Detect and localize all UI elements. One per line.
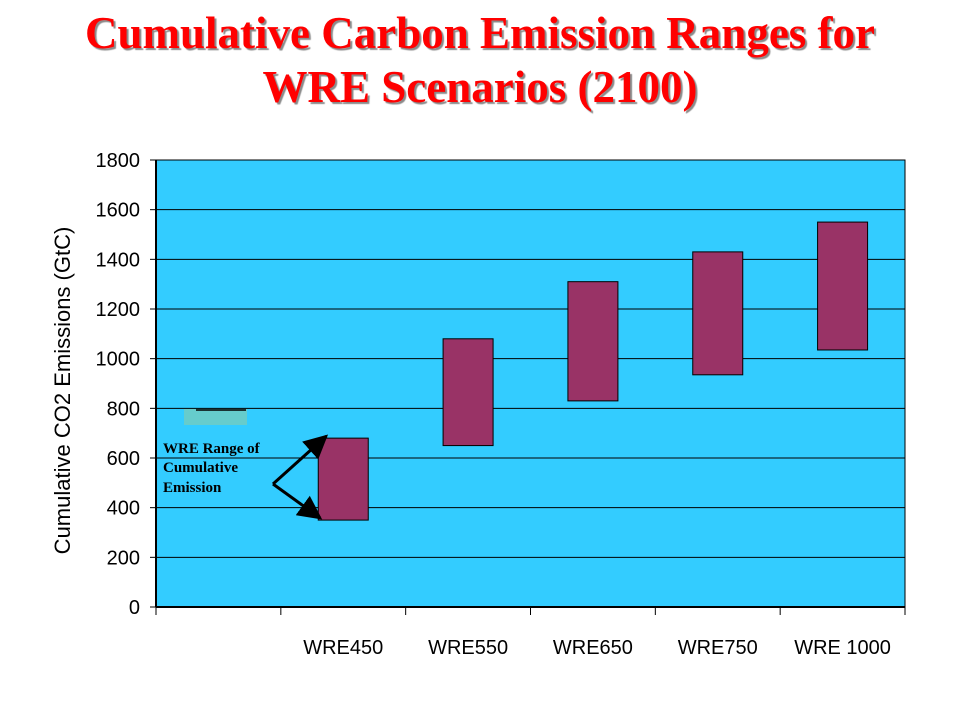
annotation-line-2: Cumulative: [163, 460, 238, 476]
range-bar-wre550: [442, 338, 494, 447]
y-tick-label: 1200: [96, 299, 141, 321]
chart-title-line-2: WRE Scenarios (2100): [262, 62, 698, 112]
y-tick-label: 1800: [96, 150, 141, 172]
y-tick-label: 1600: [96, 200, 141, 222]
plot-area: [155, 159, 906, 608]
y-tick-label: 1400: [96, 249, 141, 271]
y-tick-label: 200: [107, 547, 140, 569]
annotation-line-1: WRE Range of: [163, 441, 261, 457]
y-tick-label: 600: [107, 448, 140, 470]
x-tick-label: WRE550: [428, 637, 508, 659]
y-tick-label: 0: [129, 597, 140, 619]
annotation-arrow-high: [271, 434, 329, 486]
y-tick-label: 800: [107, 398, 140, 420]
range-bars: [317, 221, 869, 521]
range-bar-wre450: [317, 437, 369, 521]
y-tick-label: 1000: [96, 349, 141, 371]
x-tick-label: WRE750: [678, 637, 758, 659]
annotation-arrow-low: [272, 482, 323, 520]
x-tick-label: WRE 1000: [794, 637, 891, 659]
x-tick-labels: WRE450 WRE550 WRE650 WRE750 WRE 1000: [303, 637, 891, 659]
range-bar-wre750: [692, 251, 744, 376]
x-tick-label: WRE450: [303, 637, 383, 659]
annotation-line-3: Emission: [163, 480, 222, 496]
y-tick-labels: 0 200 400 600 800 1000 1200 1400 1600 1800: [96, 150, 141, 619]
chart-title: Cumulative Carbon Emission Ranges for WR…: [0, 6, 960, 114]
axes: [150, 159, 906, 615]
legend-swatch: [184, 409, 247, 425]
y-tick-label: 400: [107, 498, 140, 520]
range-bar-wre-1000: [817, 221, 869, 351]
y-axis-title: Cumulative CO2 Emissions (GtC): [50, 227, 75, 555]
x-tick-label: WRE650: [553, 637, 633, 659]
range-bar-wre650: [567, 281, 619, 402]
gridlines: [156, 159, 905, 558]
chart-title-line-1: Cumulative Carbon Emission Ranges for: [84, 8, 876, 58]
